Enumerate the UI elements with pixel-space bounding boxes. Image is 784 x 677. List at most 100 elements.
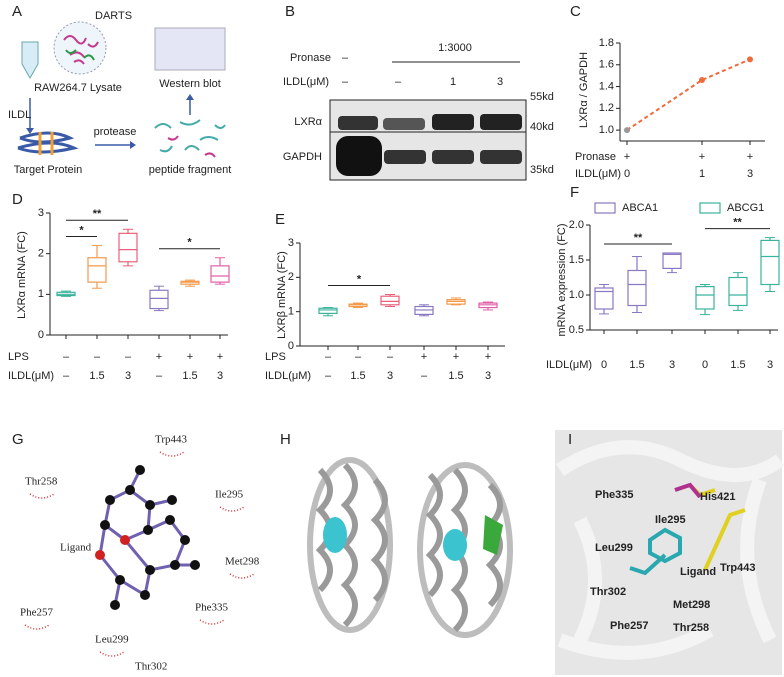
x-tick-label: 3 — [485, 370, 491, 382]
x-tick-label: – — [325, 370, 332, 382]
panel-label: I — [568, 431, 572, 448]
x-tick-label: – — [421, 370, 428, 382]
ligand-surface — [323, 517, 347, 553]
x-tick-label: + — [485, 351, 491, 363]
blot-row-label: LXRα — [294, 116, 322, 128]
x-row-label: LPS — [265, 351, 286, 363]
significance-label: ** — [93, 208, 102, 220]
residue-label: Met298 — [673, 599, 710, 611]
x-row-label: ILDL(μM) — [265, 370, 311, 382]
box — [318, 307, 338, 314]
box — [662, 252, 682, 269]
x-tick-label: 1.5 — [730, 359, 745, 371]
y-tick-label: 1.8 — [599, 37, 614, 49]
box — [695, 286, 715, 310]
atom — [165, 515, 175, 525]
row-label: Pronase — [290, 52, 331, 64]
proteins-green — [65, 49, 95, 61]
y-tick-label: 2 — [38, 248, 44, 260]
significance-label: ** — [634, 232, 643, 244]
legend-label: ABCG1 — [727, 202, 764, 214]
x-tick-label: + — [624, 151, 630, 163]
x-tick-label: – — [63, 370, 70, 382]
helix — [307, 457, 393, 633]
y-tick-label: 1.4 — [599, 80, 614, 92]
hydrophobic-arc — [99, 651, 125, 657]
arrow-head — [186, 94, 194, 100]
y-axis-label: mRNA expression (FC) — [556, 223, 568, 336]
lysate-circle — [53, 21, 107, 75]
band — [432, 150, 474, 164]
hydrophobic-arc — [24, 624, 50, 630]
panel-label: H — [280, 431, 291, 448]
atom — [95, 550, 105, 560]
hydrophobic-arc — [199, 619, 225, 625]
atoms — [95, 465, 200, 610]
fragments — [154, 119, 226, 153]
lysate-label: RAW264.7 Lysate — [34, 82, 122, 94]
y-tick-label: 1.6 — [599, 59, 614, 71]
x-tick-label: 3 — [387, 370, 393, 382]
x-tick-label: 1 — [699, 168, 705, 180]
atom — [105, 495, 115, 505]
significance-label: ** — [733, 217, 742, 229]
y-tick-label: 0 — [38, 329, 44, 341]
residue-label: His421 — [700, 491, 735, 503]
x-tick-label: – — [387, 351, 394, 363]
y-tick-label: 1 — [38, 288, 44, 300]
size-marker: 40kd — [530, 121, 554, 133]
atom — [110, 600, 120, 610]
x-tick-label: 1.5 — [182, 370, 197, 382]
data-point — [624, 127, 630, 134]
legend-label: ABCA1 — [622, 202, 658, 214]
y-tick-label: 1.0 — [569, 289, 584, 301]
residue-label: Phe257 — [610, 620, 649, 632]
residue-label: Ile295 — [215, 489, 244, 501]
x-tick-label: 0 — [702, 359, 708, 371]
data-point — [747, 56, 753, 63]
panel-label: D — [12, 191, 23, 208]
tube — [21, 41, 39, 80]
legend-swatch — [594, 202, 616, 214]
series-line — [626, 58, 751, 131]
x-tick-label: + — [156, 351, 162, 363]
data-point — [699, 77, 705, 84]
y-tick-label: 1.5 — [569, 254, 584, 266]
box — [728, 276, 748, 307]
residue-label: Trp443 — [155, 434, 187, 446]
row-value: – — [395, 76, 402, 88]
box — [87, 257, 107, 283]
x-tick-label: + — [747, 151, 753, 163]
atom — [120, 535, 130, 545]
y-tick-label: 1.0 — [599, 124, 614, 136]
x-row-label: LPS — [8, 351, 29, 363]
panel-label: C — [570, 3, 581, 20]
arrow-head — [130, 141, 136, 149]
x-tick-label: 1.5 — [448, 370, 463, 382]
hydrophobic-arc — [159, 451, 185, 457]
box — [118, 232, 138, 263]
blot-row-label: GAPDH — [283, 151, 322, 163]
atom — [145, 565, 155, 575]
band — [480, 150, 522, 164]
x-tick-label: 3 — [125, 370, 131, 382]
box — [180, 280, 200, 285]
row-value: 3 — [497, 76, 503, 88]
size-marker: 55kd — [530, 91, 554, 103]
darts-scheme — [17, 21, 226, 158]
row-value: 1:3000 — [438, 42, 472, 54]
y-tick-label: 0 — [288, 340, 294, 352]
x-row-label: Pronase — [575, 151, 616, 163]
western-blot — [329, 61, 527, 181]
x-tick-label: + — [217, 351, 223, 363]
atom — [143, 525, 153, 535]
size-marker: 35kd — [530, 164, 554, 176]
box — [760, 239, 780, 286]
box — [594, 287, 614, 310]
hydrophobic-arc — [29, 493, 55, 499]
x-tick-label: + — [699, 151, 705, 163]
arrow-head — [26, 128, 34, 134]
darts-title: DARTS — [95, 10, 132, 22]
x-tick-label: – — [355, 351, 362, 363]
